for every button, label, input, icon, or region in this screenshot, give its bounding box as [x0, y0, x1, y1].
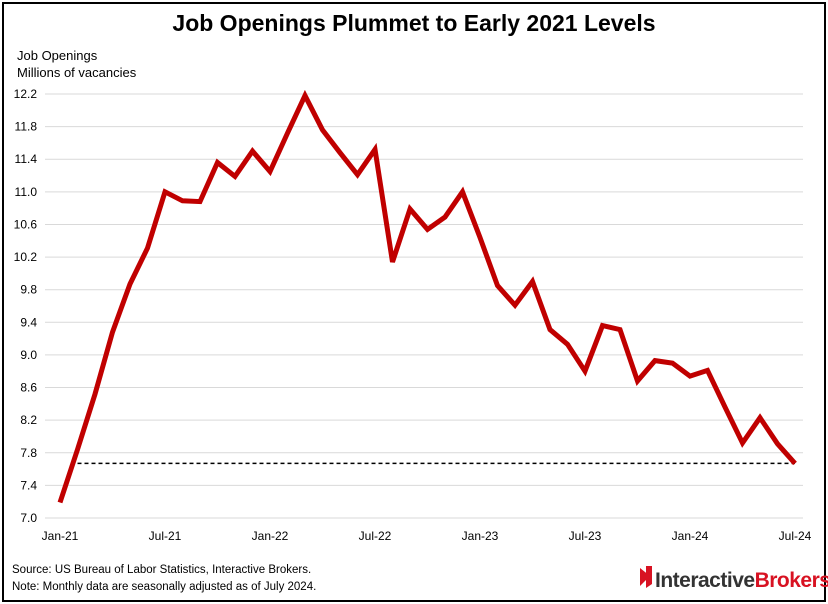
- y-tick-label: 7.4: [20, 478, 37, 492]
- series-line-job-openings: [57, 89, 797, 504]
- x-tick-labels: Jan-21 Jul-21 Jan-22 Jul-22 Jan-23 Jul-23 Jan-…: [42, 529, 812, 543]
- x-tick-label: Jan-24: [672, 529, 709, 543]
- y-tick-label: 10.6: [14, 217, 38, 231]
- y-tick-label: 11.8: [15, 120, 38, 134]
- y-tick-labels: 12.2 11.8 11.4 11.0 10.6 10.2 9.8 9.4 9.0 8.6 8.2 7…: [14, 87, 38, 525]
- y-tick-label: 11.4: [15, 152, 38, 166]
- y-tick-label: 10.2: [14, 250, 38, 264]
- y-tick-label: 9.0: [20, 348, 37, 362]
- x-tick-label: Jul-23: [569, 529, 602, 543]
- x-tick-label: Jul-22: [359, 529, 392, 543]
- y-axis-label-line1: Job Openings: [17, 48, 98, 63]
- y-tick-label: 8.6: [20, 381, 37, 395]
- x-tick-label: Jul-24: [779, 529, 812, 543]
- interactive-brokers-logo-icon: [640, 566, 652, 588]
- y-tick-label: 11.0: [15, 185, 38, 199]
- series-group: [57, 89, 797, 504]
- source-note: Source: US Bureau of Labor Statistics, I…: [12, 564, 311, 576]
- y-tick-label: 9.8: [20, 283, 37, 297]
- chart-title: Job Openings Plummet to Early 2021 Level…: [172, 10, 655, 36]
- brand-wordmark: InteractiveBrokers: [655, 569, 828, 592]
- x-tick-label: Jul-21: [149, 529, 182, 543]
- x-tick-label: Jan-22: [252, 529, 289, 543]
- footnote: Note: Monthly data are seasonally adjust…: [12, 581, 316, 593]
- brand-part2: Brokers: [755, 569, 828, 592]
- y-tick-label: 8.2: [20, 413, 37, 427]
- brand-part1: Interactive: [655, 569, 755, 592]
- x-tick-label: Jan-23: [462, 529, 499, 543]
- grid-lines: [45, 93, 803, 519]
- brand-logo: InteractiveBrokers: [640, 566, 828, 592]
- y-tick-label: 7.8: [20, 446, 37, 460]
- y-tick-label: 7.0: [20, 511, 37, 525]
- y-tick-label: 12.2: [14, 87, 38, 101]
- x-tick-label: Jan-21: [42, 529, 79, 543]
- y-axis-label-line2: Millions of vacancies: [17, 65, 137, 80]
- y-tick-label: 9.4: [20, 315, 37, 329]
